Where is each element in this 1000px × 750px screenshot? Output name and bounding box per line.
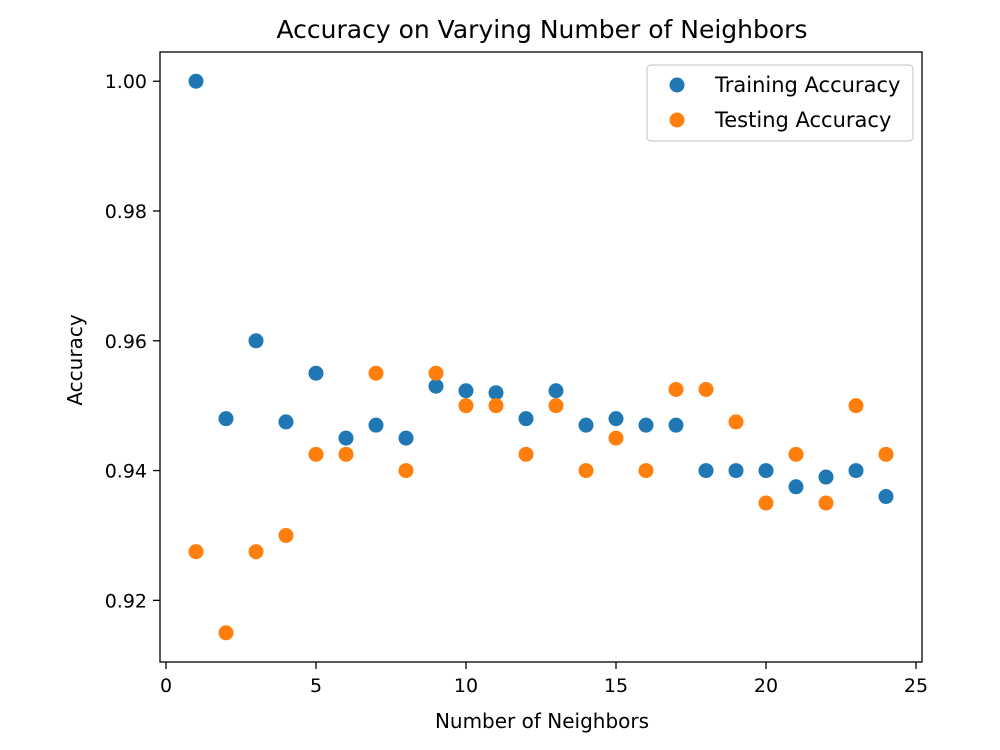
data-point bbox=[518, 411, 534, 427]
legend-label: Testing Accuracy bbox=[714, 108, 891, 132]
data-point bbox=[728, 414, 744, 430]
data-point bbox=[788, 446, 804, 462]
data-point bbox=[488, 385, 504, 401]
data-point bbox=[188, 544, 204, 560]
data-point bbox=[848, 398, 864, 414]
data-point bbox=[338, 430, 354, 446]
legend-marker bbox=[669, 77, 685, 93]
y-tick-label: 1.00 bbox=[105, 71, 147, 93]
data-point bbox=[668, 381, 684, 397]
data-point bbox=[398, 430, 414, 446]
chart-title: Accuracy on Varying Number of Neighbors bbox=[277, 15, 808, 44]
series-training-points bbox=[188, 73, 894, 505]
data-point bbox=[698, 463, 714, 479]
data-point bbox=[248, 333, 264, 349]
data-point bbox=[278, 414, 294, 430]
data-point bbox=[518, 446, 534, 462]
legend-marker bbox=[669, 112, 685, 128]
data-point bbox=[848, 463, 864, 479]
y-tick-label: 0.92 bbox=[105, 590, 147, 612]
data-point bbox=[608, 411, 624, 427]
series-testing-points bbox=[188, 365, 894, 641]
plot-frame bbox=[159, 51, 923, 663]
data-point bbox=[398, 463, 414, 479]
data-point bbox=[428, 365, 444, 381]
data-point bbox=[458, 383, 474, 399]
data-point bbox=[608, 430, 624, 446]
data-point bbox=[758, 495, 774, 511]
data-point bbox=[338, 446, 354, 462]
data-point bbox=[548, 398, 564, 414]
data-point bbox=[638, 417, 654, 433]
data-point bbox=[308, 446, 324, 462]
data-point bbox=[578, 417, 594, 433]
plot-area: 0 5 10 15 20 25 0.92 0.94 0.96 0.98 1.00 bbox=[105, 71, 928, 697]
legend: Training Accuracy Testing Accuracy bbox=[646, 64, 914, 142]
data-point bbox=[368, 417, 384, 433]
x-axis-label: Number of Neighbors bbox=[435, 709, 649, 733]
data-point bbox=[788, 479, 804, 495]
y-tick-label: 0.98 bbox=[105, 201, 147, 223]
data-point bbox=[548, 383, 564, 399]
legend-box bbox=[646, 64, 914, 142]
x-tick-label: 20 bbox=[754, 675, 778, 697]
data-point bbox=[758, 463, 774, 479]
data-point bbox=[638, 463, 654, 479]
data-point bbox=[698, 381, 714, 397]
data-point bbox=[668, 417, 684, 433]
data-point bbox=[428, 378, 444, 394]
y-axis-label: Accuracy bbox=[63, 314, 87, 405]
data-point bbox=[278, 527, 294, 543]
x-tick-label: 5 bbox=[310, 675, 322, 697]
data-point bbox=[488, 398, 504, 414]
data-point bbox=[308, 365, 324, 381]
data-point bbox=[728, 463, 744, 479]
data-point bbox=[878, 446, 894, 462]
data-point bbox=[218, 625, 234, 641]
data-point bbox=[818, 469, 834, 485]
data-point bbox=[368, 365, 384, 381]
y-tick-label: 0.96 bbox=[105, 331, 147, 353]
y-tick-label: 0.94 bbox=[105, 461, 147, 483]
x-tick-label: 0 bbox=[160, 675, 172, 697]
x-tick-label: 25 bbox=[904, 675, 928, 697]
data-point bbox=[878, 489, 894, 505]
data-point bbox=[578, 463, 594, 479]
data-point bbox=[818, 495, 834, 511]
data-point bbox=[218, 411, 234, 427]
data-point bbox=[188, 73, 204, 89]
legend-label: Training Accuracy bbox=[714, 73, 900, 97]
x-tick-label: 15 bbox=[604, 675, 628, 697]
x-tick-label: 10 bbox=[454, 675, 478, 697]
data-point bbox=[248, 544, 264, 560]
data-point bbox=[458, 398, 474, 414]
